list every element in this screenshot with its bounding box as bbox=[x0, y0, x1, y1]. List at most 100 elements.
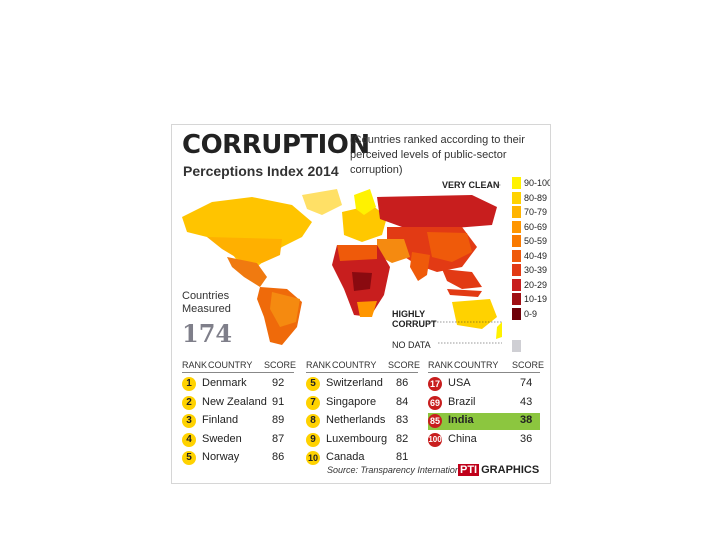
legend-swatch bbox=[512, 177, 521, 189]
country-score: 82 bbox=[396, 432, 409, 445]
legend-swatch bbox=[512, 206, 521, 218]
table-row: 8 Netherlands 83 bbox=[306, 413, 418, 430]
brand-logo: PTI GRAPHICS bbox=[458, 464, 539, 476]
legend-item: 70-79 bbox=[512, 206, 550, 218]
brand-graphics: GRAPHICS bbox=[481, 464, 540, 476]
country-name: Netherlands bbox=[326, 414, 386, 426]
legend-item: 0-9 bbox=[512, 307, 550, 320]
highly-corrupt-label: HIGHLY CORRUPT bbox=[392, 309, 437, 329]
country-score: 89 bbox=[272, 414, 285, 426]
country-name: Brazil bbox=[448, 395, 476, 408]
country-name: USA bbox=[448, 377, 471, 389]
table-header-score: SCORE bbox=[512, 360, 545, 370]
legend-item: 30-39 bbox=[512, 264, 550, 276]
table-header-rank: RANK bbox=[182, 360, 208, 370]
legend-swatch bbox=[512, 235, 521, 247]
source-text: Source: Transparency International bbox=[327, 465, 467, 475]
legend-label: 90-100 bbox=[524, 178, 551, 188]
legend-swatch bbox=[512, 191, 521, 204]
country-score: 81 bbox=[396, 451, 409, 463]
rank-badge: 2 bbox=[182, 395, 196, 410]
country-name: Norway bbox=[202, 451, 240, 463]
map-usa bbox=[207, 237, 282, 263]
table-header-rule bbox=[182, 372, 294, 373]
table-header-rank: RANK bbox=[306, 360, 332, 370]
country-score: 84 bbox=[396, 395, 409, 408]
country-score: 86 bbox=[396, 377, 409, 389]
legend-label: 60-69 bbox=[524, 221, 548, 232]
legend-label: 20-29 bbox=[524, 279, 548, 290]
rank-badge: 5 bbox=[182, 451, 196, 465]
legend-label: 80-89 bbox=[524, 192, 548, 203]
map-indonesia bbox=[447, 289, 482, 297]
table-row: 5 Switzerland 86 bbox=[306, 376, 418, 393]
very-clean-label: VERY CLEAN bbox=[442, 180, 500, 190]
table-header-rank: RANK bbox=[428, 360, 454, 370]
table-row: 69 Brazil 43 bbox=[428, 395, 540, 412]
table-row: 2 New Zealand 91 bbox=[182, 395, 294, 412]
map-new-zealand bbox=[496, 322, 502, 339]
country-score: 74 bbox=[520, 377, 533, 389]
legend-item: 60-69 bbox=[512, 220, 550, 233]
map-europe bbox=[342, 205, 387, 242]
country-name: Sweden bbox=[202, 432, 242, 445]
country-name: Denmark bbox=[202, 377, 247, 389]
legend-item: 10-19 bbox=[512, 293, 550, 305]
table-row: 100 China 36 bbox=[428, 432, 540, 449]
map-australia bbox=[452, 299, 497, 329]
table-header-rule bbox=[306, 372, 418, 373]
legend-swatch bbox=[512, 264, 521, 276]
table-header-country: COUNTRY bbox=[454, 360, 499, 370]
table-row: 85 India 38 bbox=[428, 413, 540, 430]
no-data-swatch bbox=[512, 340, 521, 352]
legend-label: 10-19 bbox=[524, 294, 548, 304]
country-name: Luxembourg bbox=[326, 432, 388, 445]
map-brazil bbox=[270, 292, 300, 327]
table-row: 10 Canada 81 bbox=[306, 450, 418, 467]
map-mexico-central bbox=[227, 257, 267, 287]
legend-swatch bbox=[512, 307, 521, 320]
map-north-africa bbox=[337, 245, 377, 261]
table-row: 17 USA 74 bbox=[428, 376, 540, 393]
rank-badge: 85 bbox=[428, 414, 442, 428]
rank-badge: 4 bbox=[182, 432, 196, 447]
countries-measured-label: Countries Measured bbox=[182, 290, 231, 315]
rank-badge: 17 bbox=[428, 377, 442, 391]
country-score: 91 bbox=[272, 395, 285, 408]
rank-badge: 10 bbox=[306, 451, 320, 465]
map-india bbox=[410, 252, 430, 281]
country-score: 92 bbox=[272, 377, 285, 389]
rank-badge: 3 bbox=[182, 414, 196, 428]
map-southeast-asia bbox=[442, 269, 482, 289]
country-score: 36 bbox=[520, 432, 533, 445]
legend-label: 50-59 bbox=[524, 236, 548, 246]
legend-swatch bbox=[512, 220, 521, 233]
country-name: Singapore bbox=[326, 395, 377, 408]
table-row: 1 Denmark 92 bbox=[182, 376, 294, 393]
infographic-title: CORRUPTION bbox=[182, 130, 370, 160]
table-row: 3 Finland 89 bbox=[182, 413, 294, 430]
rank-badge: 7 bbox=[306, 395, 320, 410]
countries-measured-value: 174 bbox=[182, 319, 233, 348]
rank-badge: 8 bbox=[306, 414, 320, 428]
legend-item: 90-100 bbox=[512, 177, 551, 189]
infographic-description: (Countries ranked according to their per… bbox=[350, 134, 525, 176]
table-header-country: COUNTRY bbox=[332, 360, 377, 370]
country-name: Canada bbox=[326, 451, 365, 463]
table-header-score: SCORE bbox=[388, 360, 421, 370]
infographic-subtitle: Perceptions Index 2014 bbox=[183, 163, 339, 179]
legend-item: 80-89 bbox=[512, 191, 550, 204]
brand-pti: PTI bbox=[458, 464, 480, 476]
country-score: 43 bbox=[520, 395, 533, 408]
table-header-score: SCORE bbox=[264, 360, 297, 370]
map-north-america bbox=[182, 197, 312, 269]
map-central-africa bbox=[352, 272, 372, 291]
legend-item: 50-59 bbox=[512, 235, 550, 247]
country-score: 86 bbox=[272, 451, 285, 463]
rank-badge: 1 bbox=[182, 377, 196, 391]
country-name: China bbox=[448, 432, 477, 445]
country-name: New Zealand bbox=[202, 395, 267, 408]
country-name: India bbox=[448, 414, 474, 426]
legend-label: 30-39 bbox=[524, 265, 548, 275]
world-map bbox=[182, 184, 502, 345]
